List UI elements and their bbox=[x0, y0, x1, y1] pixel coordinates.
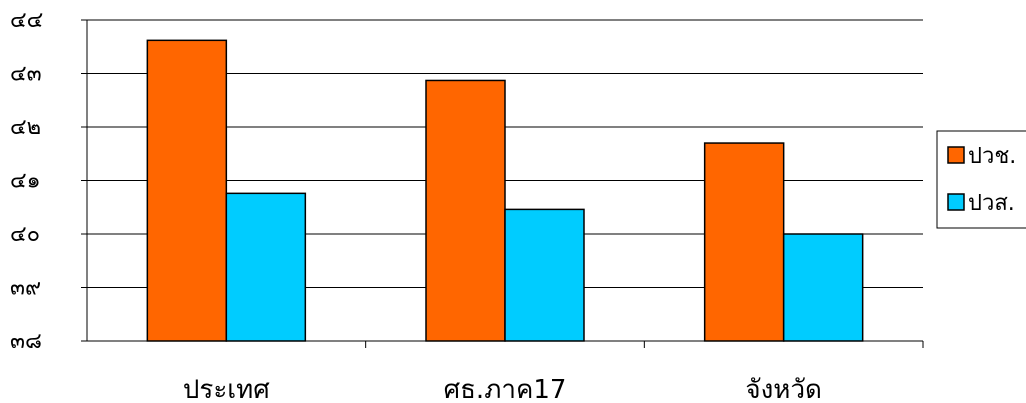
y-tick-label: ๔๐ bbox=[10, 222, 40, 247]
y-tick-label: ๓๙ bbox=[10, 276, 41, 301]
bar bbox=[425, 79, 506, 342]
bar bbox=[504, 208, 585, 342]
y-tick-label: ๔๓ bbox=[10, 62, 42, 87]
x-category-label: ศธ.ภาค17 bbox=[444, 375, 567, 403]
x-category-labels: ประเทศ ศธ.ภาค17 จังหวัด bbox=[183, 375, 822, 403]
legend-label: ปวช. bbox=[968, 144, 1016, 169]
legend-swatch bbox=[947, 193, 965, 211]
y-tick-label: ๔๔ bbox=[10, 8, 43, 33]
bar bbox=[146, 39, 228, 342]
y-tick-label: ๔๑ bbox=[10, 169, 41, 194]
y-tick-label: ๓๘ bbox=[10, 329, 42, 354]
bar bbox=[782, 233, 864, 342]
bar bbox=[703, 142, 785, 342]
legend-label: ปวส. bbox=[968, 191, 1015, 216]
x-category-label: ประเทศ bbox=[183, 375, 270, 403]
x-category-label: จังหวัด bbox=[745, 375, 822, 403]
legend-swatch bbox=[947, 146, 965, 164]
y-tick-labels: ๓๘ ๓๙ ๔๐ ๔๑ ๔๒ ๔๓ ๔๔ bbox=[10, 8, 43, 354]
y-tick-label: ๔๒ bbox=[10, 115, 41, 140]
bar bbox=[225, 192, 307, 342]
legend: ปวช. ปวส. bbox=[936, 130, 1026, 229]
bars bbox=[146, 39, 864, 342]
axes bbox=[81, 19, 924, 348]
